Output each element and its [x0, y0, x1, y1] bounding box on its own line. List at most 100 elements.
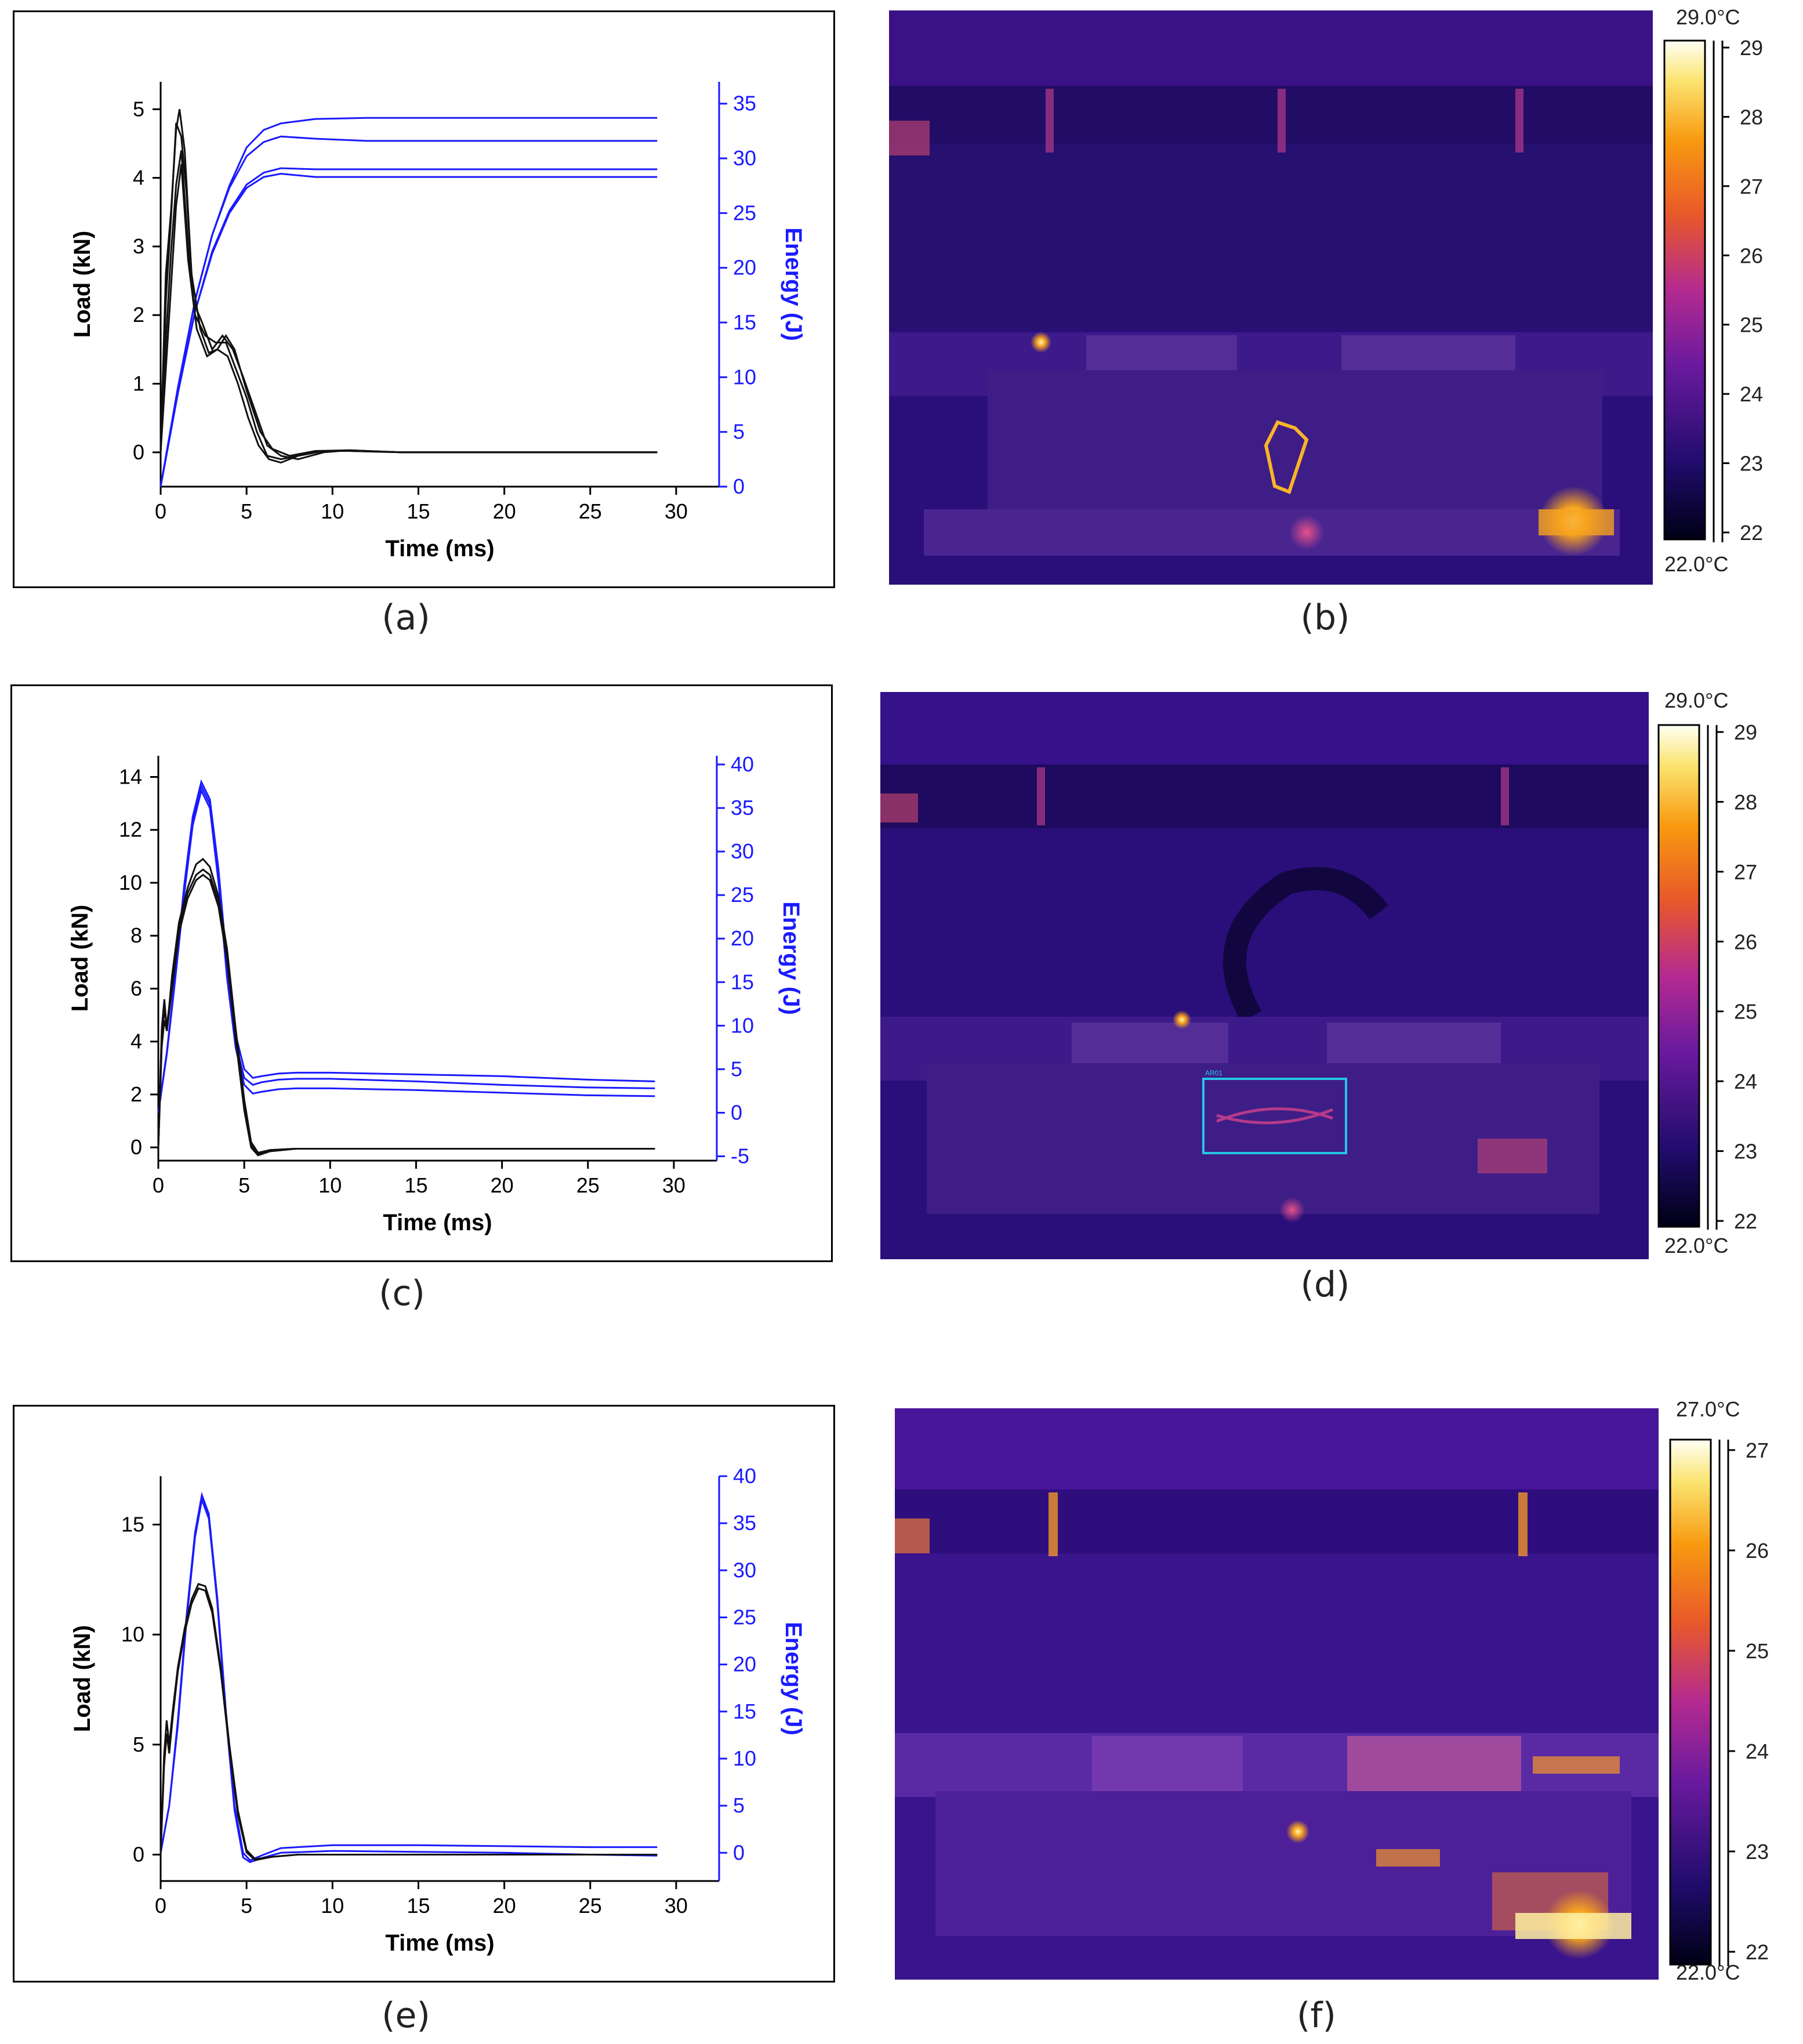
- caption-d: (d): [1300, 1264, 1350, 1305]
- panel-e-frame: 0 5 10 15 20 25 30 0 5 10 15 0 5 10 15 20 25 30 35 40 Time (…: [13, 1405, 835, 1983]
- ticks-f-tick-label: 23: [1746, 1840, 1769, 1864]
- chartc-y-tick-label: 12: [119, 818, 142, 842]
- charta-y-tick-label: 0: [133, 440, 144, 464]
- charta-y-tick-label: 5: [133, 97, 144, 121]
- charta-x-tick-label: 25: [579, 499, 602, 523]
- charta-y-tick-label: 2: [133, 303, 144, 327]
- charte-y2-tick-label: 35: [733, 1511, 756, 1535]
- chartc-y-tick-label: 14: [119, 764, 142, 788]
- chartc-y2-tick-label: -5: [731, 1144, 749, 1168]
- charta-energy-line-2: [159, 135, 658, 487]
- chartc-x-tick-label: 25: [576, 1173, 600, 1197]
- charta-load-line-3: [159, 150, 658, 461]
- chartc-y2-tick-label: 15: [731, 970, 754, 994]
- ticks-b-tick-label: 25: [1740, 313, 1763, 337]
- charta-load-line-1: [159, 109, 658, 457]
- colorbar-b-max: 29.0°C: [1676, 5, 1740, 29]
- charta-y-tick-label: 3: [133, 234, 144, 258]
- charta-x-tick-label: 0: [155, 499, 166, 523]
- ticks-f-tick-label: 22: [1746, 1940, 1769, 1964]
- ticks-b-tick-label: 29: [1740, 36, 1763, 60]
- charta-x-tick-label: 5: [241, 499, 252, 523]
- charte-energy-line-1: [159, 1491, 658, 1862]
- charta-y2-tick-label: 5: [733, 420, 745, 444]
- chartc-y-tick-label: 8: [130, 923, 142, 947]
- colorbar-f-max: 27.0°C: [1676, 1397, 1740, 1421]
- charte-x-tick-label: 15: [407, 1894, 430, 1918]
- charta-ylabel: Load (kN): [70, 231, 95, 338]
- colorbar-f: 27.0°C 27 26 25 24 23 22 22.0°C: [1669, 1397, 1769, 1984]
- charta-x-tick-label: 20: [493, 499, 516, 523]
- charte-y2-tick-label: 40: [733, 1464, 756, 1488]
- ticks-f-tick-label: 27: [1746, 1438, 1769, 1462]
- colorbar-b: 29.0°C 29 28 27 26 25 24 23 22 22.0°C: [1663, 5, 1763, 576]
- chartc-ylabel: Load (kN): [67, 905, 93, 1012]
- charte-x-tick-label: 0: [155, 1894, 166, 1918]
- charte-y2-tick-label: 5: [733, 1793, 745, 1817]
- charte-y2-tick-label: 30: [733, 1558, 756, 1582]
- thermal-scene-f: [895, 1408, 1659, 1980]
- charte-y2-tick-label: 25: [733, 1605, 756, 1629]
- chartc-x-tick-label: 20: [491, 1173, 514, 1197]
- caption-a: (a): [382, 597, 430, 638]
- chartc-x-tick-label: 15: [404, 1173, 427, 1197]
- ticks-f-tick-label: 24: [1746, 1739, 1769, 1763]
- ticks-d-tick-label: 24: [1734, 1070, 1757, 1093]
- chartc-y-tick-label: 6: [130, 976, 142, 1000]
- charta-y2-tick-label: 25: [733, 201, 756, 224]
- colorbar-d: 29.0°C 29 28 27 26 25 24 23 22 22.0°C: [1657, 688, 1757, 1253]
- chartc-y2-tick-label: 25: [731, 883, 754, 907]
- chartc-y2-tick-label: 30: [731, 839, 754, 863]
- charta-load-line-4: [159, 164, 658, 464]
- charta-y2label: Energy (J): [781, 227, 806, 341]
- charte-y2-tick-label: 15: [733, 1699, 756, 1723]
- chartc-y2-tick-label: 35: [731, 796, 754, 820]
- charta-y2-tick-label: 20: [733, 256, 756, 280]
- ticks-b-tick-label: 24: [1740, 382, 1763, 406]
- chartc-y2-tick-label: 0: [731, 1100, 742, 1124]
- ticks-b-tick-label: 27: [1740, 175, 1763, 198]
- chartc-x-tick-label: 5: [238, 1173, 250, 1197]
- charta-energy-line-4: [159, 172, 658, 487]
- charta-y2-tick-label: 10: [733, 365, 756, 389]
- ticks-d-tick-label: 29: [1734, 720, 1757, 744]
- ticks-d-tick-label: 25: [1734, 1000, 1757, 1024]
- ticks-f-tick-label: 25: [1746, 1639, 1769, 1663]
- charte-x-tick-label: 10: [321, 1894, 344, 1918]
- charte-y2-tick-label: 0: [733, 1840, 745, 1864]
- thermal-image-f: [895, 1408, 1659, 1980]
- charte-energy-line-2: [159, 1496, 658, 1864]
- charte-y-tick-label: 0: [133, 1842, 144, 1866]
- charte-y2-tick-label: 20: [733, 1652, 756, 1676]
- ticks-f-tick-label: 26: [1746, 1539, 1769, 1563]
- chartc-y-tick-label: 2: [130, 1082, 142, 1106]
- chartc-y-tick-label: 10: [119, 871, 142, 894]
- charte-x-tick-label: 25: [579, 1894, 602, 1918]
- colorbar-d-max: 29.0°C: [1664, 688, 1728, 712]
- charte-load-line-2: [159, 1587, 658, 1861]
- charta-y2-tick-label: 30: [733, 146, 756, 170]
- charta-xlabel: Time (ms): [385, 536, 494, 561]
- charte-x-tick-label: 5: [241, 1894, 252, 1918]
- charte-y2label: Energy (J): [781, 1622, 806, 1735]
- panel-c-frame: 0 5 10 15 20 25 30 0 2 4 6 8 10 12 14 -5 0 5 10 15 20 25 30 35 4…: [10, 684, 833, 1262]
- roi-box: [1202, 1078, 1347, 1154]
- chartc-energy-line-2: [157, 784, 655, 1113]
- caption-c: (c): [379, 1273, 425, 1314]
- caption-f: (f): [1297, 1995, 1336, 2036]
- chartc-x-tick-label: 0: [153, 1173, 164, 1197]
- charta-energy-line-3: [159, 167, 658, 487]
- ticks-d-tick-label: 28: [1734, 790, 1757, 814]
- chart-c: 0 5 10 15 20 25 30 0 2 4 6 8 10 12 14 -5 0 5 10 15 20 25 30 35 4…: [67, 752, 804, 1235]
- charta-y2-tick-label: 15: [733, 310, 756, 334]
- charta-y-tick-label: 1: [133, 372, 144, 396]
- caption-b: (b): [1300, 597, 1350, 638]
- charte-y2-tick-label: 10: [733, 1746, 756, 1770]
- chartc-y-tick-label: 0: [130, 1135, 142, 1159]
- colorbar-b-min: 22.0°C: [1664, 552, 1728, 576]
- roi-label: AR01: [1205, 1069, 1222, 1077]
- thermal-scene-d: AR01: [880, 692, 1649, 1259]
- ticks-b-tick-label: 28: [1740, 105, 1763, 129]
- chartc-x-tick-label: 30: [662, 1173, 685, 1197]
- charta-x-tick-label: 10: [321, 499, 344, 523]
